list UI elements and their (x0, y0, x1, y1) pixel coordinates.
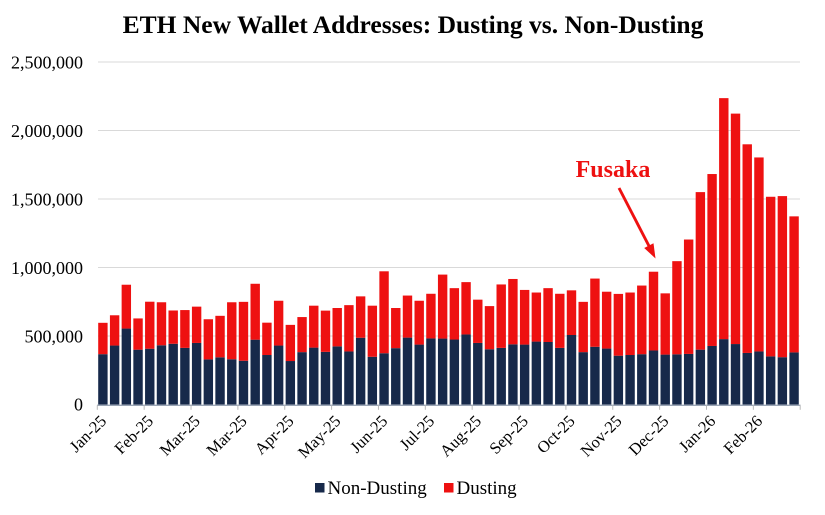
svg-text:Dusting: Dusting (457, 478, 518, 499)
svg-text:0: 0 (74, 395, 83, 415)
svg-text:2,000,000: 2,000,000 (11, 121, 83, 141)
svg-text:2,500,000: 2,500,000 (11, 52, 83, 72)
svg-text:Non-Dusting: Non-Dusting (328, 478, 428, 499)
svg-text:1,500,000: 1,500,000 (11, 189, 83, 209)
svg-text:500,000: 500,000 (25, 326, 84, 346)
svg-text:ETH New Wallet Addresses: Dust: ETH New Wallet Addresses: Dusting vs. No… (123, 10, 704, 39)
svg-text:Fusaka: Fusaka (576, 157, 651, 183)
svg-text:1,000,000: 1,000,000 (11, 258, 83, 278)
